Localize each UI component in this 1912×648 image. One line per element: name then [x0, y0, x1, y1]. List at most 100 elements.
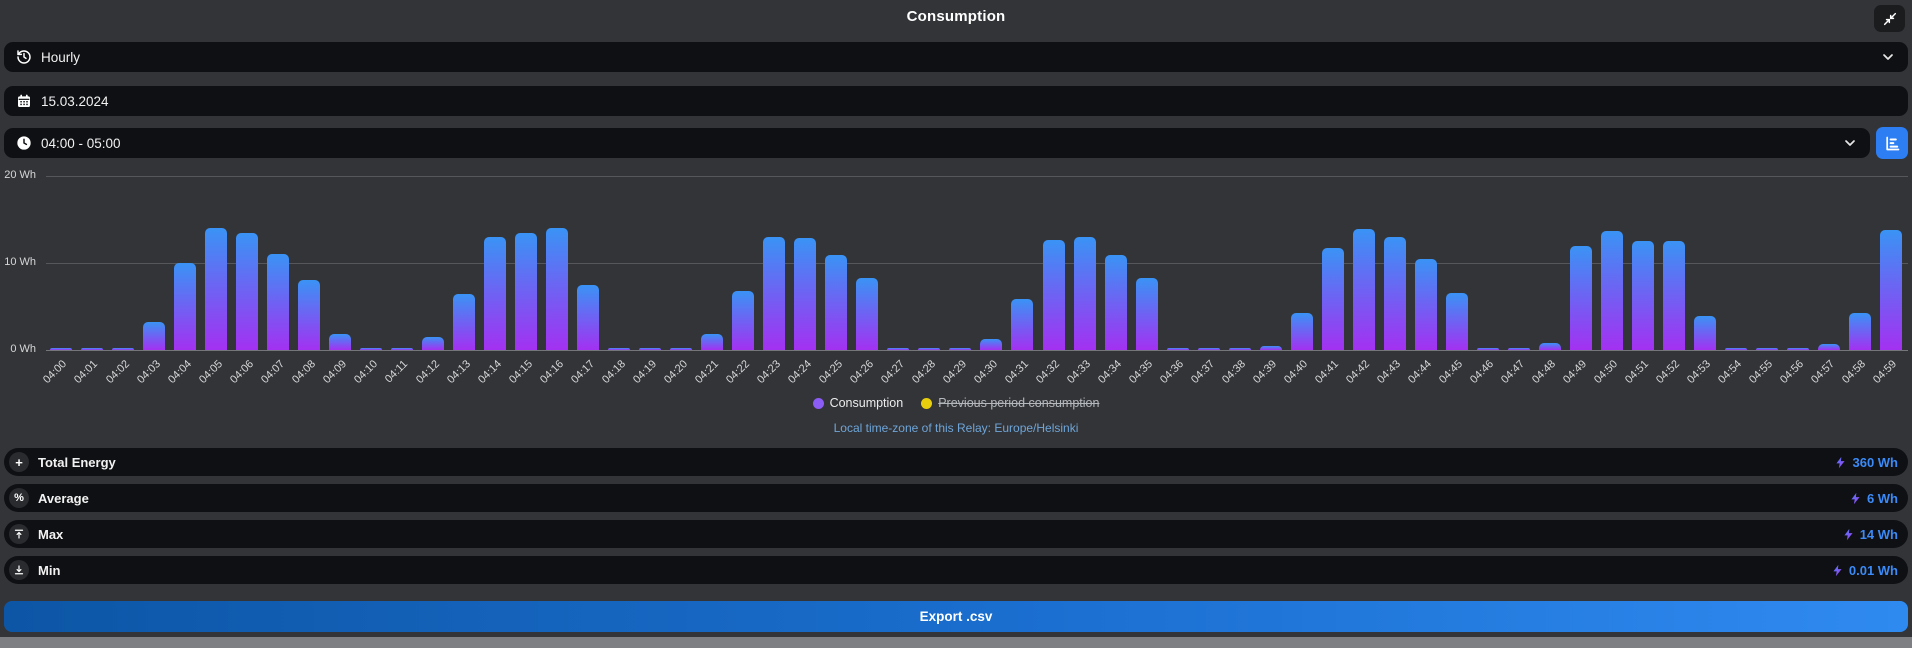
bar-04:54[interactable] — [1724, 348, 1747, 350]
stat-row-average: % Average 6 Wh — [4, 484, 1908, 512]
stat-value: 6 Wh — [1866, 490, 1898, 506]
history-icon — [16, 49, 32, 65]
legend-item-consumption[interactable]: Consumption — [812, 396, 903, 410]
time-range-select[interactable]: 04:00 - 05:00 — [4, 128, 1870, 158]
bar-04:23[interactable] — [763, 236, 786, 350]
date-picker[interactable]: 15.03.2024 — [4, 86, 1908, 116]
bar-04:47[interactable] — [1507, 348, 1530, 350]
x-tick-label: 04:31 — [1003, 358, 1032, 386]
bar-04:41[interactable] — [1321, 248, 1344, 350]
bar-04:53[interactable] — [1693, 316, 1716, 350]
bar-04:59[interactable] — [1879, 229, 1902, 350]
bar-04:56[interactable] — [1786, 348, 1809, 350]
bar-04:44[interactable] — [1414, 258, 1437, 350]
export-csv-button[interactable]: Export .csv — [4, 601, 1908, 632]
x-tick-label: 04:08 — [289, 358, 318, 386]
bar-04:39[interactable] — [1259, 345, 1282, 350]
bar-04:19[interactable] — [639, 348, 662, 350]
legend-item-previous-period-consumption[interactable]: Previous period consumption — [921, 396, 1099, 410]
x-tick-label: 04:25 — [816, 358, 845, 386]
x-tick-label: 04:48 — [1530, 358, 1559, 386]
bar-04:58[interactable] — [1848, 312, 1871, 350]
bar-04:25[interactable] — [825, 255, 848, 350]
x-tick-label: 04:37 — [1189, 358, 1218, 386]
bar-04:26[interactable] — [856, 277, 879, 350]
x-tick-label: 04:47 — [1499, 358, 1528, 386]
stat-label: Min — [38, 562, 61, 578]
bar-04:31[interactable] — [1011, 298, 1034, 350]
bar-04:45[interactable] — [1445, 292, 1468, 350]
bar-04:18[interactable] — [608, 348, 631, 350]
bottom-scrollbar[interactable] — [0, 637, 1912, 648]
bar-04:22[interactable] — [732, 290, 755, 350]
bar-04:51[interactable] — [1631, 241, 1654, 350]
x-tick-label: 04:20 — [661, 358, 690, 386]
bar-04:30[interactable] — [980, 338, 1003, 350]
stat-value: 360 Wh — [1852, 454, 1898, 470]
plus-icon: + — [9, 452, 29, 472]
bar-04:52[interactable] — [1662, 241, 1685, 350]
interval-value: Hourly — [41, 49, 81, 65]
bar-04:28[interactable] — [918, 348, 941, 350]
bar-04:08[interactable] — [298, 279, 321, 350]
bar-04:07[interactable] — [267, 254, 290, 350]
bar-04:05[interactable] — [205, 228, 228, 350]
bar-04:27[interactable] — [887, 348, 910, 350]
bar-04:40[interactable] — [1290, 312, 1313, 350]
bar-04:42[interactable] — [1352, 229, 1375, 350]
stat-value: 0.01 Wh — [1848, 562, 1898, 578]
x-tick-label: 04:21 — [692, 358, 721, 386]
bar-04:43[interactable] — [1383, 236, 1406, 350]
bar-04:20[interactable] — [670, 348, 693, 350]
bar-04:29[interactable] — [949, 348, 972, 350]
y-tick-label: 0 Wh — [10, 343, 36, 355]
bolt-icon — [1849, 491, 1862, 506]
bar-04:21[interactable] — [701, 334, 724, 350]
bar-04:48[interactable] — [1538, 343, 1561, 350]
bar-04:55[interactable] — [1755, 348, 1778, 350]
chart-type-button[interactable] — [1876, 127, 1908, 159]
time-range-value: 04:00 - 05:00 — [41, 135, 121, 151]
x-tick-label: 04:22 — [723, 358, 752, 386]
bar-04:13[interactable] — [453, 294, 476, 350]
bar-04:03[interactable] — [143, 322, 166, 350]
bar-04:02[interactable] — [112, 348, 135, 350]
bar-04:00[interactable] — [50, 348, 72, 350]
x-tick-label: 04:03 — [134, 358, 163, 386]
interval-select[interactable]: Hourly — [4, 42, 1908, 72]
collapse-button[interactable] — [1874, 5, 1905, 32]
bar-04:37[interactable] — [1197, 348, 1220, 350]
x-tick-label: 04:54 — [1716, 358, 1745, 386]
bar-04:04[interactable] — [174, 263, 197, 350]
bar-04:57[interactable] — [1817, 343, 1840, 350]
bar-04:24[interactable] — [794, 237, 817, 350]
bar-04:17[interactable] — [577, 284, 600, 350]
gridline — [46, 176, 1908, 177]
bar-04:50[interactable] — [1600, 230, 1623, 350]
bar-04:11[interactable] — [391, 348, 414, 350]
bar-04:36[interactable] — [1166, 348, 1189, 350]
arrow-down-to-line-icon — [9, 560, 29, 580]
bar-04:35[interactable] — [1135, 277, 1158, 350]
bar-04:06[interactable] — [236, 233, 259, 350]
x-tick-label: 04:19 — [630, 358, 659, 386]
bar-04:10[interactable] — [360, 348, 383, 350]
stat-row-max: Max 14 Wh — [4, 520, 1908, 548]
bar-04:32[interactable] — [1042, 239, 1065, 350]
bar-04:09[interactable] — [329, 334, 352, 350]
bar-04:01[interactable] — [81, 348, 104, 350]
bar-04:12[interactable] — [422, 336, 445, 350]
bar-04:38[interactable] — [1228, 348, 1251, 350]
x-tick-label: 04:55 — [1747, 358, 1776, 386]
bar-04:15[interactable] — [515, 232, 538, 350]
bar-04:33[interactable] — [1073, 236, 1096, 350]
bar-04:16[interactable] — [546, 228, 569, 350]
x-tick-label: 04:01 — [72, 358, 101, 386]
bar-04:14[interactable] — [484, 236, 507, 350]
bar-04:49[interactable] — [1569, 245, 1592, 350]
x-tick-label: 04:58 — [1840, 358, 1869, 386]
arrow-up-to-line-icon — [9, 524, 29, 544]
bar-04:34[interactable] — [1104, 255, 1127, 350]
stat-value: 14 Wh — [1859, 526, 1898, 542]
bar-04:46[interactable] — [1476, 348, 1499, 350]
